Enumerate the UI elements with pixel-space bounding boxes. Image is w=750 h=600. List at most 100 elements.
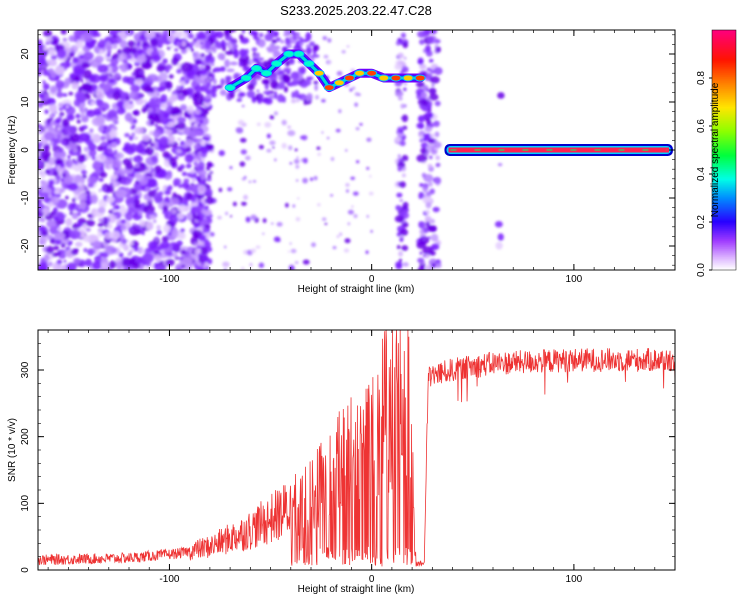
x-tick-label: -100 bbox=[159, 574, 179, 585]
noise-blob bbox=[294, 261, 299, 264]
noise-blob bbox=[126, 239, 130, 243]
noise-blob bbox=[317, 203, 321, 207]
colorbar-ticks: 0.0 0.2 0.4 0.6 0.8 bbox=[696, 71, 712, 277]
colorbar-cell bbox=[712, 140, 736, 143]
noise-blob bbox=[398, 258, 403, 263]
ridge-point bbox=[271, 60, 283, 68]
noise-blob bbox=[284, 30, 289, 34]
noise-blob bbox=[273, 31, 279, 37]
noise-blob bbox=[134, 194, 140, 200]
noise-blob bbox=[105, 41, 112, 47]
noise-blob bbox=[108, 30, 118, 36]
noise-blob bbox=[198, 201, 203, 207]
noise-blob bbox=[144, 266, 149, 270]
noise-blob bbox=[299, 42, 304, 46]
noise-blob bbox=[162, 58, 168, 64]
noise-blob bbox=[291, 91, 295, 99]
noise-blob bbox=[120, 238, 125, 244]
colorbar-cell bbox=[712, 260, 736, 263]
noise-blob bbox=[339, 232, 343, 237]
noise-blob bbox=[128, 227, 134, 232]
noise-blob bbox=[365, 250, 369, 254]
noise-blob bbox=[166, 101, 172, 107]
noise-blob bbox=[429, 225, 437, 233]
noise-blob bbox=[132, 119, 138, 124]
colorbar-cell bbox=[712, 208, 736, 211]
noise-blob bbox=[190, 195, 197, 202]
colorbar-cell bbox=[712, 162, 736, 165]
noise-blob bbox=[56, 259, 63, 265]
noise-blob bbox=[146, 201, 153, 207]
noise-blob bbox=[124, 95, 131, 101]
noise-blob bbox=[258, 144, 265, 150]
noise-blob bbox=[431, 83, 435, 87]
noise-blob bbox=[158, 31, 162, 36]
noise-blob bbox=[200, 246, 208, 255]
noise-blob bbox=[295, 33, 300, 40]
noise-blob bbox=[187, 246, 195, 252]
noise-blob bbox=[432, 30, 436, 34]
noise-blob bbox=[145, 172, 150, 177]
noise-blob bbox=[202, 194, 205, 198]
noise-blob bbox=[322, 36, 328, 41]
noise-blob bbox=[195, 215, 200, 220]
ridge-point bbox=[414, 74, 426, 82]
noise-blob bbox=[176, 213, 185, 220]
noise-blob bbox=[273, 236, 281, 243]
noise-blob bbox=[42, 125, 48, 130]
noise-blob bbox=[98, 188, 102, 193]
colorbar-cell bbox=[712, 266, 736, 269]
colorbar-cell bbox=[712, 172, 736, 175]
noise-blob bbox=[55, 187, 62, 195]
noise-blob bbox=[113, 204, 121, 210]
noise-blob bbox=[87, 248, 94, 256]
noise-blob bbox=[237, 119, 245, 126]
noise-blob bbox=[180, 249, 187, 256]
noise-blob bbox=[269, 140, 276, 146]
noise-blob bbox=[425, 253, 430, 259]
noise-blob bbox=[139, 163, 143, 167]
noise-blob bbox=[38, 217, 42, 222]
snr-ticks: -100 0 100 0 100 200 300 bbox=[20, 329, 676, 585]
noise-blob bbox=[366, 137, 372, 142]
noise-blob bbox=[156, 225, 161, 230]
noise-blob bbox=[46, 245, 54, 254]
noise-blob bbox=[58, 107, 64, 112]
noise-blob bbox=[197, 169, 207, 177]
noise-blob bbox=[335, 128, 341, 133]
noise-blob bbox=[400, 103, 405, 109]
colorbar-cell bbox=[712, 230, 736, 233]
colorbar-cell bbox=[712, 222, 736, 225]
noise-blob bbox=[47, 261, 53, 267]
noise-blob bbox=[426, 88, 429, 92]
colorbar-cell bbox=[712, 198, 736, 201]
noise-blob bbox=[52, 170, 59, 177]
noise-blob bbox=[261, 78, 270, 85]
noise-blob bbox=[326, 137, 330, 140]
noise-blob bbox=[57, 249, 67, 260]
colorbar-tick-label: 0.0 bbox=[696, 263, 707, 277]
noise-blob bbox=[38, 225, 47, 232]
noise-blob bbox=[109, 129, 118, 139]
noise-blob bbox=[60, 30, 67, 35]
colorbar-cell bbox=[712, 250, 736, 253]
noise-blob bbox=[48, 179, 55, 186]
noise-blob bbox=[417, 257, 425, 263]
noise-blob bbox=[330, 194, 333, 197]
noise-blob bbox=[81, 125, 88, 130]
noise-blob bbox=[44, 131, 55, 141]
noise-blob bbox=[264, 121, 272, 128]
noise-blob bbox=[115, 261, 123, 269]
noise-blob bbox=[127, 40, 136, 48]
noise-blob bbox=[38, 129, 43, 135]
colorbar-cell bbox=[712, 160, 736, 163]
colorbar-cell bbox=[712, 92, 736, 95]
colorbar-cell bbox=[712, 104, 736, 107]
noise-blob bbox=[240, 149, 247, 155]
ridge-point bbox=[303, 60, 315, 68]
noise-blob bbox=[193, 192, 199, 198]
noise-blob bbox=[170, 44, 174, 49]
noise-blob bbox=[156, 92, 161, 97]
noise-blob bbox=[215, 31, 224, 39]
noise-blob bbox=[99, 74, 109, 82]
